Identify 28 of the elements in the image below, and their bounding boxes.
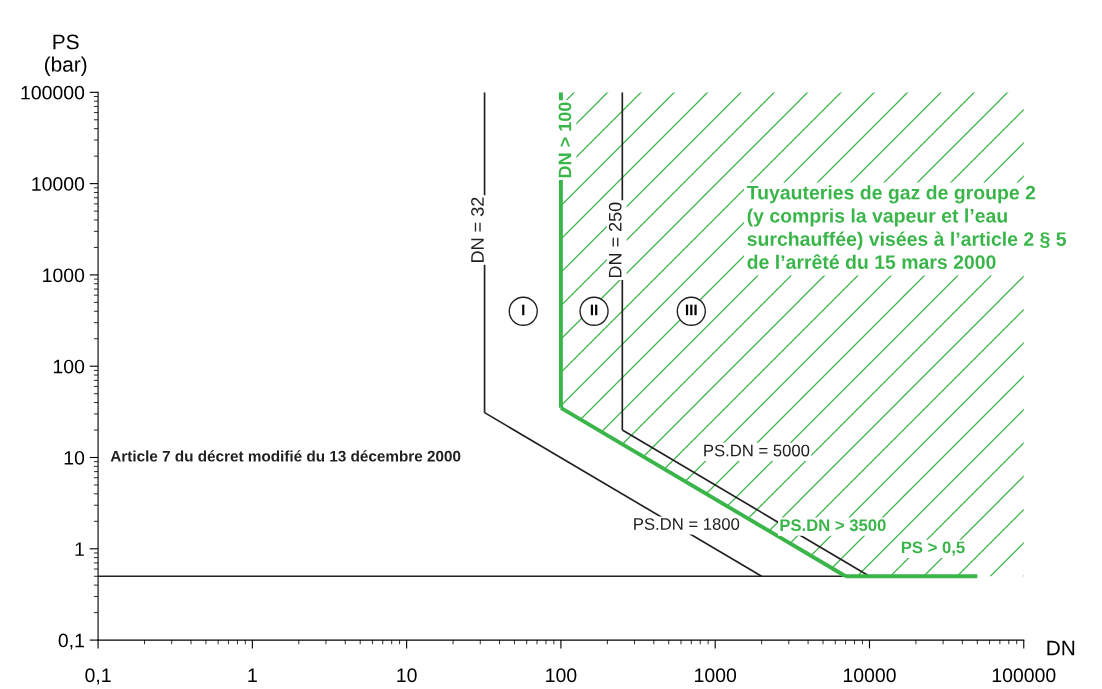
y-axis-title: PS (bar)	[44, 34, 87, 76]
y-tick-label: 100000	[21, 85, 85, 100]
x-tick-label: 1	[248, 668, 257, 682]
x-tick-label: 0,1	[85, 668, 111, 685]
series-label: PS > 0,5	[901, 541, 965, 556]
x-tick-label: 100000	[992, 668, 1056, 683]
x-tick-label: 10	[397, 668, 417, 683]
y-tick-label: 1000	[43, 268, 85, 283]
x-axis-title: DN	[1047, 640, 1075, 656]
x-tick-label: 10000	[843, 668, 896, 683]
x-tick-label: 100	[546, 668, 577, 683]
text: DN > 100	[558, 102, 572, 178]
y-tick-label: 1	[75, 542, 84, 556]
series-label: PS.DN = 5000	[704, 444, 810, 457]
series-label: PS.DN > 3500	[780, 519, 886, 532]
text: DN = 32	[471, 197, 484, 262]
y-tick-label: 100	[53, 359, 85, 374]
series-label: PS.DN = 1800	[634, 518, 740, 530]
x-tick-label: 1000	[695, 668, 737, 683]
y-tick-label: 10	[64, 450, 85, 465]
annotation: I	[522, 304, 525, 316]
annotation: III	[685, 304, 697, 316]
y-tick-label: 0,1	[58, 633, 84, 650]
text: DN = 250	[608, 202, 622, 278]
annotation: II	[590, 304, 598, 316]
annotation: Article 7 du décret modifié du 13 décembre 2000	[110, 450, 461, 462]
annotation: Tuyauteries de gaz de groupe 2 (y compris la vapeur et l’eau surchauffée) visées à l’article 2 § 5 de l’arrêté du 15 mars 2000	[746, 185, 1067, 270]
y-tick-label: 10000	[32, 177, 85, 191]
